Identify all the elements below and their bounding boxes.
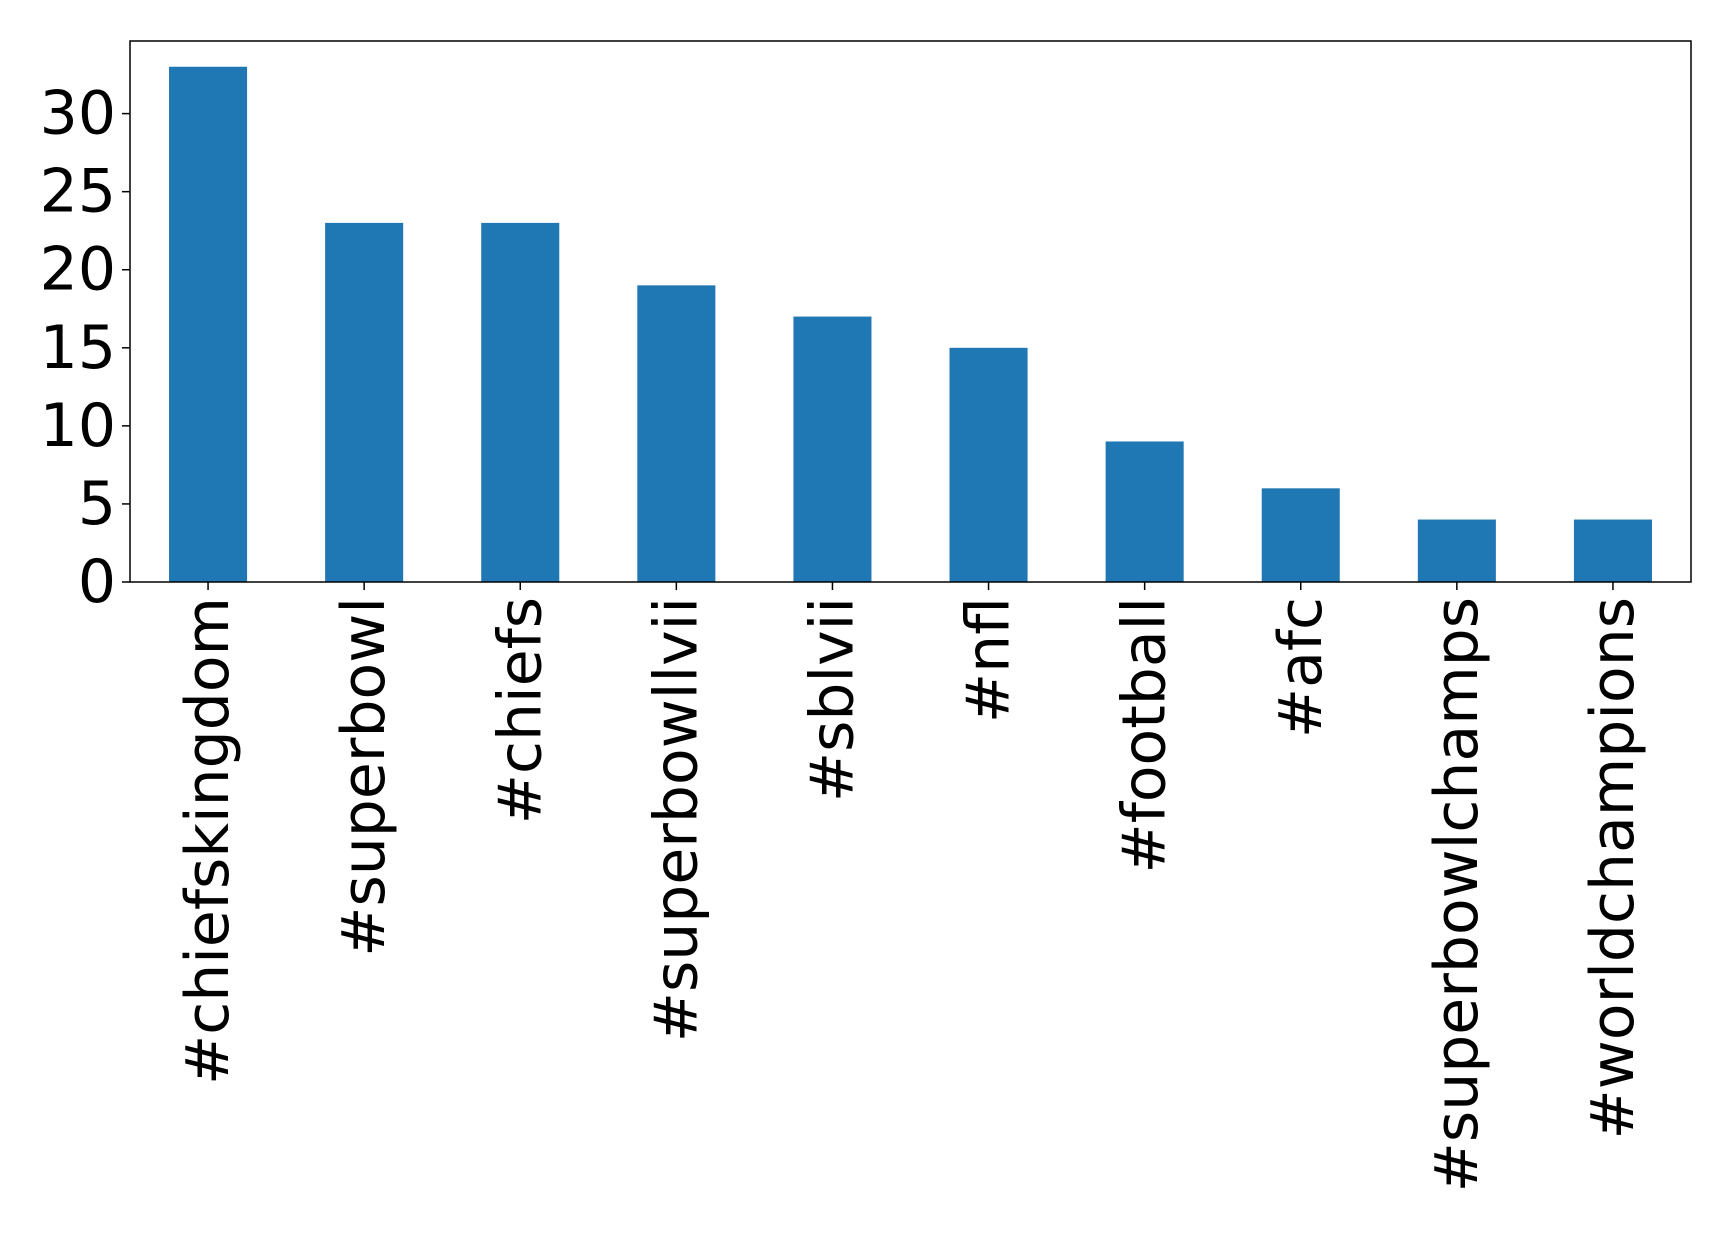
x-tick-label: #football [1110, 597, 1180, 874]
y-tick-label: 10 [40, 391, 116, 461]
x-tick-label: #afc [1266, 597, 1336, 738]
bar-9 [1573, 519, 1652, 582]
y-tick-label: 20 [40, 235, 116, 305]
bar-3 [637, 285, 716, 582]
bar-5 [949, 347, 1028, 582]
bar-2 [481, 222, 560, 582]
y-tick-label: 25 [40, 157, 116, 227]
y-tick-label: 30 [40, 79, 116, 149]
y-tick-label: 15 [40, 313, 116, 383]
bar-4 [793, 316, 872, 582]
bar-1 [325, 222, 404, 582]
x-tick-label: #sblvii [797, 597, 867, 802]
plot-frame [129, 40, 1692, 583]
bar-6 [1105, 441, 1184, 582]
bar-0 [169, 66, 248, 582]
y-tick-label: 5 [78, 469, 116, 539]
y-axis: 0 5 10 15 20 25 30 [40, 79, 130, 617]
x-tick-label: #superbowllvii [641, 597, 711, 1042]
x-tick-label: #nfl [954, 597, 1024, 723]
y-tick-label: 0 [78, 547, 116, 617]
bars-group [169, 66, 1652, 582]
bar-7 [1261, 488, 1340, 582]
x-tick-label: #chiefskingdom [173, 597, 243, 1085]
x-tick-label: #superbowlchamps [1422, 597, 1492, 1192]
x-axis: #chiefskingdom #superbowl #chiefs #superbow… [173, 582, 1648, 1192]
x-tick-label: #worldchampions [1578, 597, 1648, 1139]
x-tick-label: #chiefs [485, 597, 555, 824]
bar-8 [1417, 519, 1496, 582]
x-tick-label: #superbowl [329, 597, 399, 957]
